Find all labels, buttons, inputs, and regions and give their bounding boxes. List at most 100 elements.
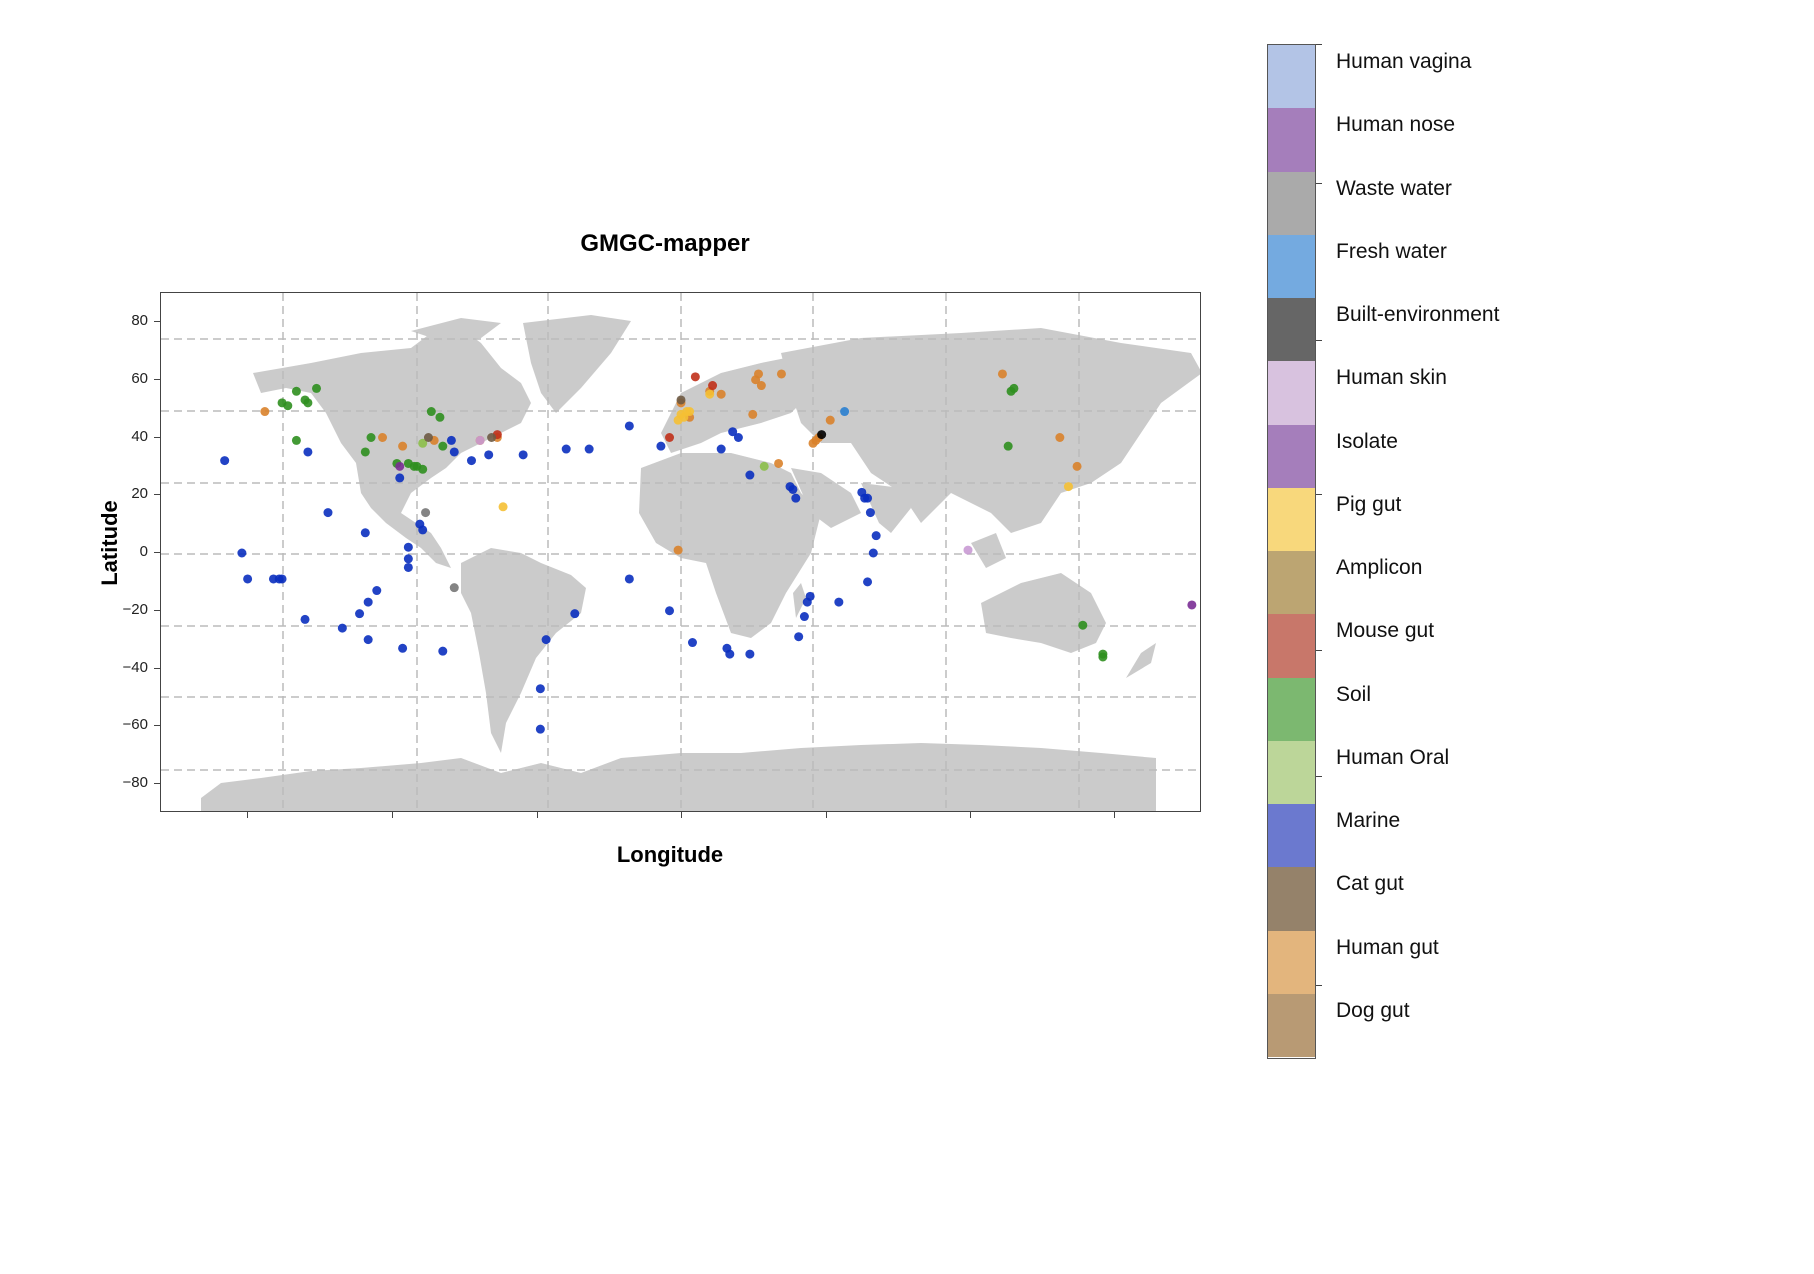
- sample-point: [570, 609, 580, 619]
- colorbar-label: Soil: [1336, 682, 1372, 706]
- sample-point: [865, 508, 875, 518]
- y-tick-label: −80: [122, 774, 148, 791]
- colorbar-label: Isolate: [1336, 429, 1398, 453]
- sample-point: [708, 381, 718, 391]
- sample-point: [791, 493, 801, 503]
- sample-point: [716, 389, 726, 399]
- colorbar-segment: [1268, 424, 1315, 488]
- colorbar-label: Human nose: [1336, 113, 1456, 137]
- sample-point: [498, 502, 508, 512]
- y-tick-mark: [154, 436, 160, 438]
- sample-point: [484, 450, 494, 460]
- sample-point: [997, 369, 1007, 379]
- colorbar-label: Mouse gut: [1336, 619, 1435, 643]
- sample-point: [423, 433, 433, 442]
- sample-point: [834, 597, 844, 607]
- sample-point: [561, 444, 571, 454]
- sample-point: [748, 409, 758, 419]
- sample-point: [776, 369, 786, 379]
- sample-point: [1063, 482, 1073, 492]
- colorbar-segment: [1268, 804, 1315, 868]
- x-tick-mark: [970, 812, 971, 818]
- sample-point: [863, 577, 873, 587]
- sample-point: [665, 433, 675, 442]
- sample-point: [871, 531, 881, 541]
- sample-point: [475, 435, 485, 445]
- sample-point: [728, 427, 738, 437]
- sample-point: [794, 632, 804, 642]
- sample-point: [673, 545, 683, 555]
- sample-point: [291, 435, 301, 445]
- y-tick-mark: [154, 609, 160, 611]
- colorbar-label: Pig gut: [1336, 492, 1402, 516]
- x-tick-mark: [826, 812, 827, 818]
- sample-point: [518, 450, 528, 460]
- sample-point: [1009, 383, 1019, 393]
- colorbar-label: Built-environment: [1336, 303, 1500, 326]
- colorbar-segment: [1268, 551, 1315, 615]
- colorbar-label: Cat gut: [1336, 872, 1404, 896]
- sample-point: [753, 369, 763, 379]
- x-tick-mark: [1114, 812, 1115, 818]
- sample-point: [312, 383, 322, 393]
- sample-point: [355, 609, 365, 619]
- sample-point: [300, 614, 310, 624]
- sample-point: [725, 649, 735, 659]
- sample-point: [705, 389, 715, 399]
- sample-point: [426, 407, 436, 417]
- sample-point: [840, 407, 850, 417]
- sample-point: [337, 623, 347, 633]
- y-tick-label: 0: [139, 543, 148, 560]
- sample-point: [446, 435, 456, 445]
- sample-point: [303, 447, 313, 457]
- land-masses: [201, 315, 1200, 811]
- sample-point: [418, 464, 428, 474]
- colorbar-segment: [1268, 298, 1315, 362]
- sample-point: [788, 484, 798, 494]
- x-axis-label: Longitude: [616, 842, 724, 867]
- sample-point: [774, 458, 784, 468]
- sample-point: [584, 444, 594, 454]
- colorbar-tick: [1316, 650, 1322, 651]
- sample-point: [1078, 620, 1088, 630]
- sample-point: [403, 542, 413, 552]
- sample-point: [656, 441, 666, 451]
- colorbar-tick: [1316, 340, 1322, 341]
- y-tick-mark: [154, 494, 160, 496]
- colorbar-label: Amplicon: [1336, 556, 1423, 579]
- sample-point: [403, 562, 413, 572]
- sample-point: [863, 493, 873, 503]
- map-plot-area: [160, 292, 1201, 812]
- sample-point: [283, 401, 293, 411]
- y-tick-label: 40: [131, 427, 148, 445]
- sample-point: [378, 433, 388, 442]
- sample-point: [277, 574, 287, 584]
- sample-point: [398, 643, 408, 653]
- sample-point: [759, 461, 769, 471]
- sample-point: [676, 395, 686, 405]
- colorbar-label: Human skin: [1336, 366, 1447, 390]
- sample-point: [1003, 441, 1013, 451]
- sample-point: [363, 597, 373, 607]
- sample-point: [220, 456, 230, 466]
- colorbar-legend: [1267, 44, 1316, 1059]
- sample-point: [808, 438, 818, 448]
- sample-point: [372, 586, 382, 596]
- sample-point: [1072, 461, 1082, 471]
- sample-point: [687, 638, 697, 648]
- colorbar-segment: [1268, 677, 1315, 741]
- colorbar-label: Fresh water: [1336, 239, 1447, 263]
- colorbar-tick: [1316, 44, 1322, 45]
- y-tick-mark: [154, 321, 160, 322]
- sample-points: [220, 369, 1197, 734]
- colorbar-segment: [1268, 930, 1315, 994]
- sample-point: [535, 684, 545, 694]
- colorbar-segment: [1268, 171, 1315, 235]
- y-tick-label: −60: [122, 716, 148, 734]
- sample-point: [535, 724, 545, 734]
- y-tick-label: −40: [122, 658, 148, 676]
- y-tick-mark: [154, 725, 160, 727]
- x-tick-mark: [681, 812, 682, 818]
- y-tick-label: 60: [131, 369, 148, 387]
- sample-point: [868, 548, 878, 558]
